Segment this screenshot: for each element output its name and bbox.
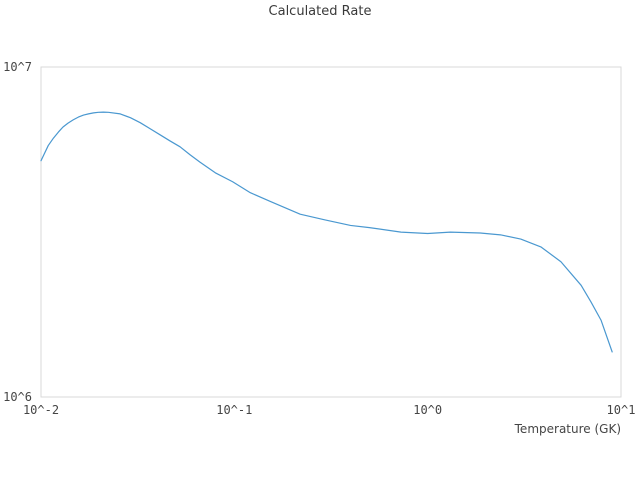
y-tick-label: 10^6 xyxy=(3,390,32,404)
chart-title: Calculated Rate xyxy=(268,4,372,19)
x-tick-label: 10^0 xyxy=(413,403,443,417)
rate-curve-line xyxy=(40,111,613,353)
y-tick-label: 10^7 xyxy=(3,60,32,74)
x-axis-title: Temperature (GK) xyxy=(514,422,621,436)
x-tick-label: 10^-1 xyxy=(216,403,253,417)
x-tick-label: 10^-2 xyxy=(22,403,60,417)
plot-frame xyxy=(40,66,622,398)
x-tick-label: 10^1 xyxy=(606,403,636,417)
